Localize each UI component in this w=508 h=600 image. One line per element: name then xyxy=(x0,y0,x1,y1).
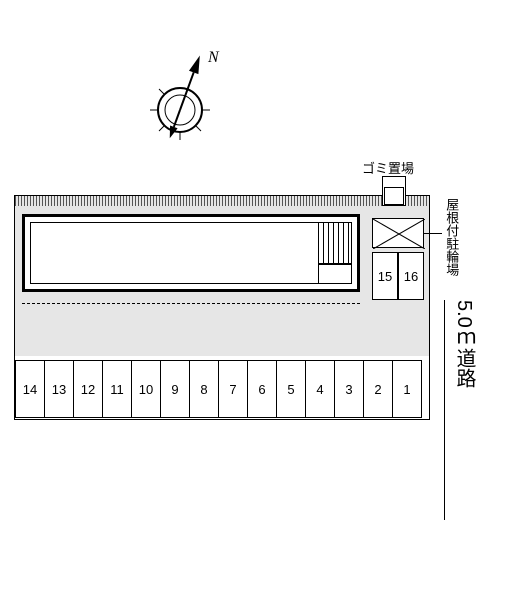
bike-label-line2: 駐輪場 xyxy=(444,237,459,276)
parking-slot-6: 6 xyxy=(247,360,277,418)
stair-landing xyxy=(318,264,352,284)
parking-slot-8: 8 xyxy=(189,360,219,418)
bike-label-line1: 屋根付 xyxy=(444,198,459,237)
parking-slot-15: 15 xyxy=(372,252,398,300)
bike-leader-line xyxy=(424,233,442,234)
road-label: 5.0ｍ道路 xyxy=(452,300,476,388)
parking-slot-2: 2 xyxy=(363,360,393,418)
trash-label: ゴミ置場 xyxy=(362,158,414,177)
parking-slot-12: 12 xyxy=(73,360,103,418)
parking-slot-13: 13 xyxy=(44,360,74,418)
stairs xyxy=(318,222,352,264)
parking-slot-7: 7 xyxy=(218,360,248,418)
parking-slot-10: 10 xyxy=(131,360,161,418)
path-dashed xyxy=(22,303,360,304)
site-plan-canvas: N ゴミ置場 屋根付駐輪場 1516 1413121110987654321 5… xyxy=(0,0,508,600)
trash-roof xyxy=(384,187,404,205)
bike-parking-label: 屋根付駐輪場 xyxy=(444,198,458,276)
compass: N xyxy=(120,40,240,160)
parking-slot-3: 3 xyxy=(334,360,364,418)
parking-slot-11: 11 xyxy=(102,360,132,418)
parking-slot-9: 9 xyxy=(160,360,190,418)
bike-parking xyxy=(372,218,424,248)
fence-hatch xyxy=(15,196,429,206)
parking-slot-16: 16 xyxy=(398,252,424,300)
parking-slot-5: 5 xyxy=(276,360,306,418)
compass-n-label: N xyxy=(207,49,220,66)
parking-slot-1: 1 xyxy=(392,360,422,418)
parking-slot-4: 4 xyxy=(305,360,335,418)
parking-slot-14: 14 xyxy=(15,360,45,418)
building-inner xyxy=(30,222,352,284)
road-edge xyxy=(444,300,445,520)
